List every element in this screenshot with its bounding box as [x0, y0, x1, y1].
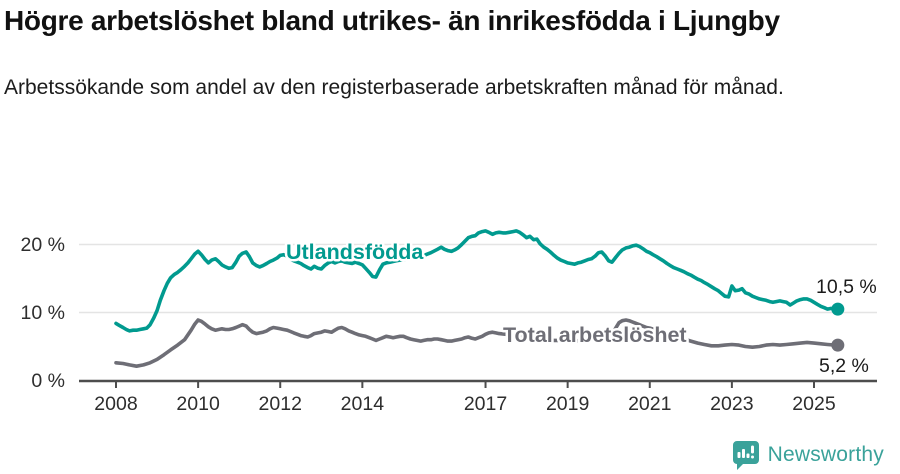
x-tick-label: 2008 [94, 393, 137, 415]
x-tick-label: 2014 [341, 393, 385, 415]
page-title: Högre arbetslöshet bland utrikes- än inr… [4, 5, 780, 36]
x-tick-label: 2025 [792, 393, 836, 415]
series-end-value-utlandsf-dda: 10,5 % [816, 276, 877, 298]
page-subtitle: Arbetssökande som andel av den registerb… [4, 76, 784, 100]
y-tick-label: 20 % [21, 234, 65, 256]
series-end-dot-utlandsf-dda [831, 302, 845, 316]
x-tick-label: 2012 [259, 393, 302, 415]
series-label-total-arbetsl-shet: Total arbetslöshet [503, 323, 687, 347]
x-tick-label: 2023 [710, 393, 753, 415]
newsworthy-logo[interactable]: Newsworthy [730, 439, 884, 471]
series-line-total-arbetsl-shet [114, 318, 840, 369]
y-tick-label: 0 % [31, 370, 65, 392]
series-line-utlandsf-dda [114, 229, 840, 333]
x-tick-label: 2017 [464, 393, 507, 415]
y-tick-label: 10 % [21, 302, 65, 324]
chart-header: Högre arbetslöshet bland utrikes- än inr… [4, 4, 896, 101]
series-end-dot-total-arbetsl-shet [831, 338, 845, 352]
series-end-value-total-arbetsl-shet: 5,2 % [819, 355, 869, 377]
series-label-utlandsf-dda: Utlandsfödda [286, 240, 424, 264]
x-tick-label: 2010 [176, 393, 220, 415]
brand-name: Newsworthy [767, 443, 884, 466]
x-tick-label: 2021 [628, 393, 671, 415]
newsworthy-logo-icon [732, 441, 759, 470]
x-tick-label: 2019 [546, 393, 589, 415]
